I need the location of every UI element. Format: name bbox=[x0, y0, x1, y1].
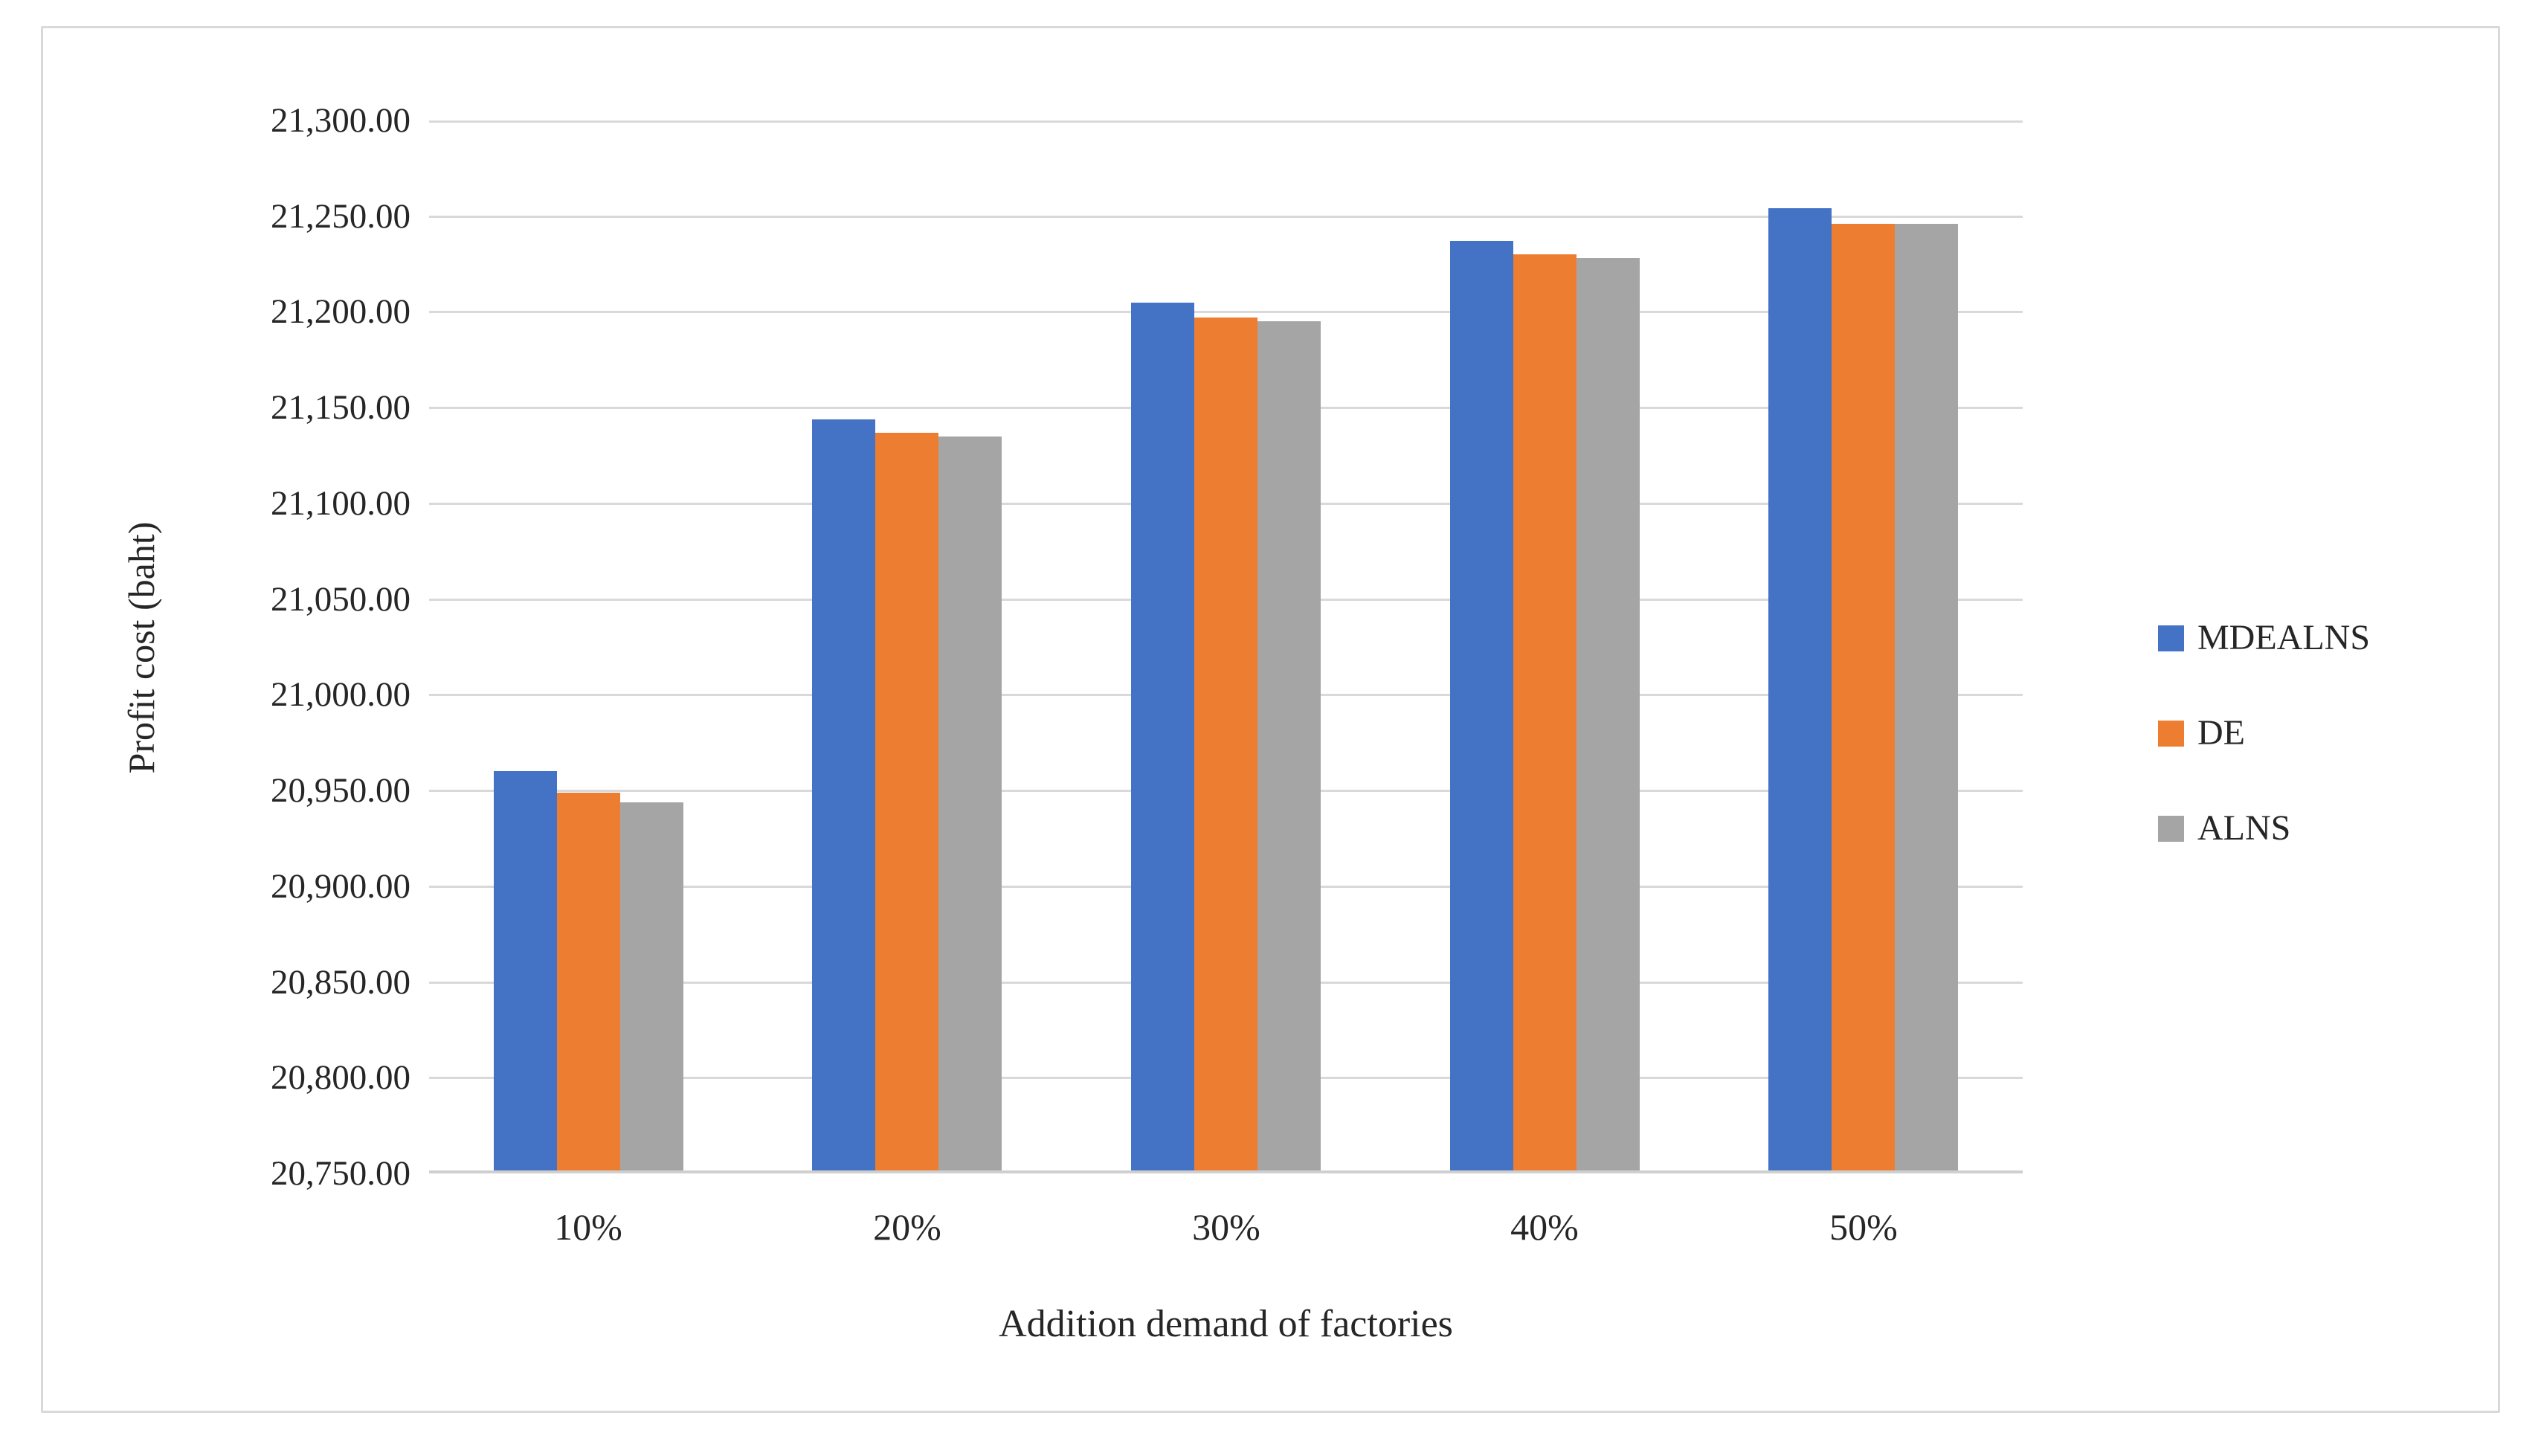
legend-swatch-alns bbox=[2158, 815, 2184, 842]
bar-mdealns-10% bbox=[494, 771, 557, 1170]
y-tick-label: 21,200.00 bbox=[271, 292, 410, 331]
bar-alns-50% bbox=[1895, 224, 1958, 1170]
bar-de-10% bbox=[557, 793, 620, 1170]
x-tick-label-50%: 50% bbox=[1829, 1206, 1898, 1248]
legend: MDEALNS DE ALNS bbox=[2158, 619, 2370, 848]
legend-swatch-mdealns bbox=[2158, 625, 2184, 651]
x-tick-label-30%: 30% bbox=[1192, 1206, 1260, 1248]
legend-label-alns: ALNS bbox=[2197, 808, 2291, 848]
bar-alns-10% bbox=[620, 802, 683, 1170]
x-axis-title: Addition demand of factories bbox=[999, 1303, 1453, 1345]
x-tick-label-20%: 20% bbox=[873, 1206, 941, 1248]
bar-de-20% bbox=[875, 433, 938, 1170]
bar-mdealns-20% bbox=[812, 419, 875, 1170]
plot-area bbox=[429, 120, 2023, 1173]
gridline bbox=[429, 120, 2023, 123]
bar-de-30% bbox=[1194, 318, 1257, 1170]
legend-item-alns: ALNS bbox=[2158, 809, 2370, 848]
x-tick-label-10%: 10% bbox=[554, 1206, 622, 1248]
y-tick-label: 20,750.00 bbox=[271, 1154, 410, 1193]
legend-label-de: DE bbox=[2197, 713, 2245, 753]
x-tick-label-40%: 40% bbox=[1510, 1206, 1579, 1248]
y-tick-label: 21,250.00 bbox=[271, 197, 410, 236]
y-tick-label: 20,900.00 bbox=[271, 867, 410, 906]
bar-alns-30% bbox=[1257, 321, 1321, 1170]
y-tick-label: 21,300.00 bbox=[271, 101, 410, 140]
legend-item-mdealns: MDEALNS bbox=[2158, 619, 2370, 657]
legend-item-de: DE bbox=[2158, 714, 2370, 753]
legend-swatch-de bbox=[2158, 720, 2184, 747]
y-tick-label: 21,000.00 bbox=[271, 675, 410, 714]
y-tick-label: 21,050.00 bbox=[271, 580, 410, 619]
x-axis-line bbox=[429, 1170, 2023, 1173]
y-tick-label: 21,150.00 bbox=[271, 388, 410, 427]
bar-de-40% bbox=[1513, 254, 1577, 1170]
legend-label-mdealns: MDEALNS bbox=[2197, 618, 2371, 657]
y-axis-title: Profit cost (baht) bbox=[120, 521, 162, 774]
bar-mdealns-40% bbox=[1450, 241, 1513, 1170]
y-tick-label: 21,100.00 bbox=[271, 484, 410, 523]
y-tick-label: 20,850.00 bbox=[271, 963, 410, 1002]
bar-de-50% bbox=[1832, 224, 1895, 1170]
gridline bbox=[429, 216, 2023, 218]
y-tick-label: 20,950.00 bbox=[271, 771, 410, 810]
gridline bbox=[429, 311, 2023, 313]
bar-mdealns-30% bbox=[1131, 303, 1194, 1170]
bar-alns-20% bbox=[938, 437, 1002, 1170]
y-tick-label: 20,800.00 bbox=[271, 1058, 410, 1097]
bar-mdealns-50% bbox=[1768, 208, 1832, 1170]
bar-alns-40% bbox=[1577, 258, 1640, 1170]
